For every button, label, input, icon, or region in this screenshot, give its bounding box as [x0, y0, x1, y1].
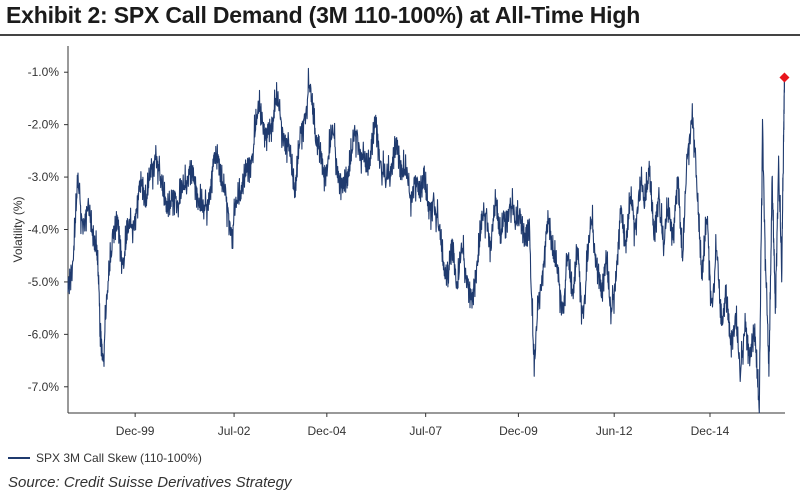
source-note: Source: Credit Suisse Derivatives Strate…: [8, 474, 291, 491]
x-tick-label: Dec-04: [307, 424, 346, 438]
y-axis-label: Volatility (%): [11, 196, 25, 262]
y-tick-label: -4.0%: [28, 223, 60, 237]
chart-legend: SPX 3M Call Skew (110-100%): [8, 450, 202, 466]
chart-title: Exhibit 2: SPX Call Demand (3M 110-100%)…: [6, 2, 796, 29]
skew-line-chart: -1.0% -2.0% -3.0% -4.0% -5.0% -6.0% -7.0% Dec-…: [0, 40, 800, 445]
x-tick-label: Jun-12: [596, 424, 633, 438]
y-tick-label: -7.0%: [28, 380, 60, 394]
y-tick-label: -1.0%: [28, 65, 60, 79]
latest-value-diamond-marker: [779, 72, 789, 82]
legend-swatch: [8, 457, 30, 459]
x-tick-label: Dec-14: [691, 424, 730, 438]
y-tick-label: -2.0%: [28, 118, 60, 132]
y-tick-label: -6.0%: [28, 327, 60, 341]
y-tick-label: -3.0%: [28, 170, 60, 184]
x-tick-label: Jul-02: [218, 424, 251, 438]
x-axis-ticks: Dec-99 Jul-02 Dec-04 Jul-07 Dec-09 Jun-12 Dec-…: [116, 413, 730, 438]
x-tick-label: Jul-07: [409, 424, 442, 438]
x-tick-label: Dec-09: [499, 424, 538, 438]
title-divider: [0, 34, 800, 36]
legend-entry-label: SPX 3M Call Skew (110-100%): [36, 451, 202, 465]
series-line-spx-call-skew: [68, 68, 785, 413]
x-tick-label: Dec-99: [116, 424, 155, 438]
y-axis-ticks: -1.0% -2.0% -3.0% -4.0% -5.0% -6.0% -7.0%: [28, 65, 68, 394]
y-tick-label: -5.0%: [28, 275, 60, 289]
